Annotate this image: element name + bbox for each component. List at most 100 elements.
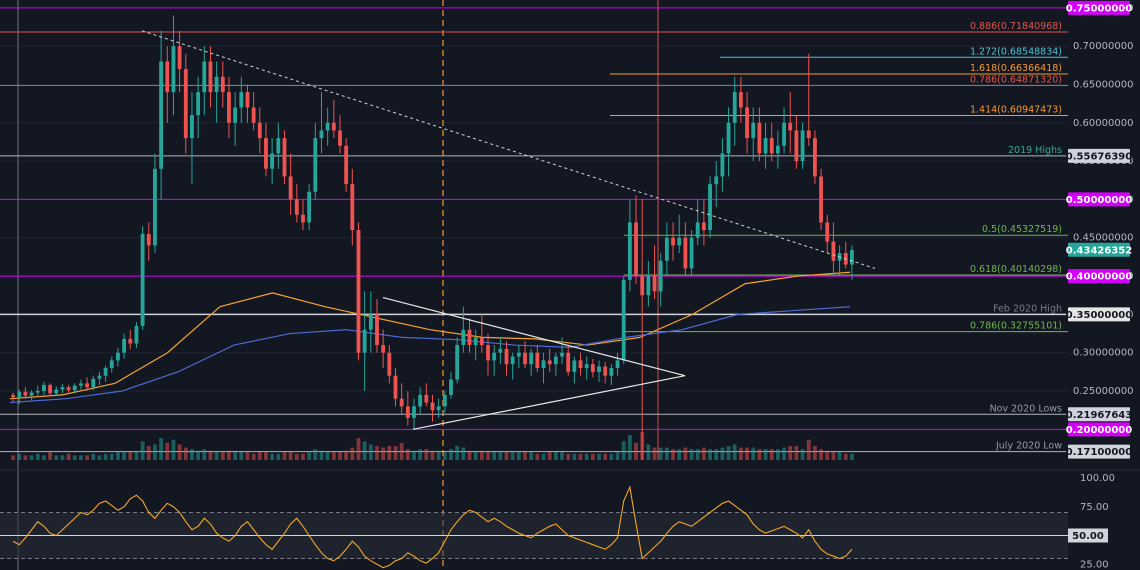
volume-bar xyxy=(843,453,848,460)
volume-bar xyxy=(627,435,632,460)
candle-body xyxy=(714,176,719,185)
volume-bar xyxy=(467,450,472,460)
candle-body xyxy=(701,222,706,231)
price-tag xyxy=(1068,242,1130,257)
candle-body xyxy=(183,69,188,139)
candle-body xyxy=(264,138,268,169)
price-tag-label: 0.40000000 xyxy=(1066,272,1132,283)
candle-body xyxy=(627,222,632,280)
volume-bar xyxy=(541,453,546,460)
candle-body xyxy=(479,337,484,346)
volume-bar xyxy=(578,453,583,460)
volume-bar xyxy=(140,441,145,460)
candle-body xyxy=(134,325,139,344)
volume-bar xyxy=(708,449,712,460)
candle-body xyxy=(331,122,336,131)
price-tag-label: 0.55676390 xyxy=(1066,151,1132,162)
candle-body xyxy=(430,402,435,411)
candle-body xyxy=(128,338,133,344)
volume-bar xyxy=(251,453,256,460)
candle-body xyxy=(412,406,416,418)
volume-bar xyxy=(819,449,823,460)
candle-body xyxy=(270,153,275,169)
price-level-label: 1.272(0.68548834) xyxy=(970,46,1062,57)
volume-bar xyxy=(159,438,164,460)
volume-bar xyxy=(214,450,219,460)
candle-body xyxy=(819,176,823,223)
candle-body xyxy=(782,122,786,146)
candle-body xyxy=(356,230,361,353)
descending-trendline xyxy=(141,30,876,269)
volume-bar xyxy=(79,455,83,460)
volume-bar xyxy=(134,450,139,460)
volume-bar xyxy=(344,450,349,460)
candle-body xyxy=(196,92,201,116)
volume-bar xyxy=(171,439,176,460)
candle-body xyxy=(640,276,645,296)
candle-body xyxy=(239,92,244,108)
volume-bar xyxy=(769,449,774,460)
candle-body xyxy=(646,276,651,296)
candle-body xyxy=(29,392,34,396)
rsi-tag-label: 50.00 xyxy=(1072,531,1104,542)
volume-bar xyxy=(831,452,836,460)
volume-bar xyxy=(442,452,447,460)
volume-bar xyxy=(91,453,96,460)
candle-body xyxy=(60,387,65,390)
candle-body xyxy=(547,360,552,365)
volume-bar xyxy=(621,441,626,460)
volume-bar xyxy=(603,453,608,460)
volume-bar xyxy=(492,452,497,460)
candle-body xyxy=(294,199,299,215)
candle-body xyxy=(251,107,256,123)
price-level-label: 1.414(0.60947473) xyxy=(970,105,1062,116)
candle-body xyxy=(800,130,805,162)
candle-body xyxy=(79,383,83,386)
price-tag xyxy=(1068,148,1130,163)
candle-body xyxy=(597,366,601,372)
symmetrical-triangle xyxy=(382,296,686,430)
candle-body xyxy=(245,92,250,108)
volume-bar xyxy=(381,447,386,460)
price-tag-label: 0.50000000 xyxy=(1066,195,1132,206)
volume-bar xyxy=(461,447,466,460)
price-tag xyxy=(1068,407,1130,422)
volume-bar xyxy=(301,453,305,460)
price-axis-tick: 0.30000000 xyxy=(1073,348,1133,359)
candle-body xyxy=(689,237,694,269)
volume-bar xyxy=(257,452,262,460)
volume-bar xyxy=(54,455,59,460)
candle-body xyxy=(159,61,164,169)
candle-body xyxy=(91,378,96,388)
volume-bar xyxy=(794,446,799,460)
candle-body xyxy=(17,391,22,398)
volume-bar xyxy=(48,452,53,460)
volume-bar xyxy=(146,446,151,460)
candle-body xyxy=(276,138,281,154)
candle-body xyxy=(788,122,793,131)
price-axis-tick: 0.60000000 xyxy=(1073,118,1133,129)
candle-body xyxy=(227,92,231,123)
volume-bar xyxy=(288,452,293,460)
moving-average-orange xyxy=(9,271,851,400)
candle-body xyxy=(344,145,349,185)
volume-bar xyxy=(745,447,749,460)
candle-body xyxy=(313,138,318,192)
volume-bar xyxy=(510,452,515,460)
price-level-label: Nov 2020 Lows xyxy=(990,403,1062,414)
candle-body xyxy=(442,394,447,407)
volume-bar xyxy=(479,450,484,460)
price-tag-label: 0.20000000 xyxy=(1066,425,1132,436)
candle-body xyxy=(350,184,355,231)
price-level-label: 0.786(0.64871320) xyxy=(970,74,1062,85)
candle-body xyxy=(812,138,817,177)
candle-body xyxy=(572,360,577,372)
volume-bar xyxy=(165,442,170,460)
volume-bar xyxy=(671,449,675,460)
volume-bar xyxy=(387,446,392,460)
volume-bar xyxy=(282,452,287,460)
candle-body xyxy=(381,345,386,353)
volume-bar xyxy=(313,449,318,460)
